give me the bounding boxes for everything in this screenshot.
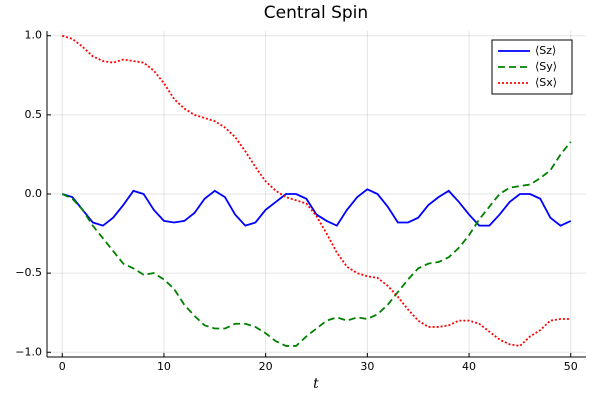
legend-label: ⟨Sz⟩	[535, 44, 556, 57]
y-tick-label: 1.0	[25, 29, 43, 42]
y-tick-label: −1.0	[15, 345, 42, 358]
x-axis-label: t	[313, 376, 319, 392]
x-tick-label: 30	[360, 360, 374, 373]
y-tick-label: 0.0	[25, 187, 43, 200]
x-tick-label: 0	[59, 360, 66, 373]
y-tick-label: 0.5	[25, 108, 43, 121]
chart-title: Central Spin	[264, 3, 368, 23]
series-line	[61, 188, 572, 227]
legend-label: ⟨Sy⟩	[535, 60, 557, 73]
x-tick-label: 40	[462, 360, 476, 373]
series-line	[61, 34, 571, 347]
series-line	[61, 141, 572, 347]
y-tick-label: −0.5	[15, 266, 42, 279]
x-tick-label: 50	[564, 360, 578, 373]
legend-box	[491, 39, 573, 95]
legend-label: ⟨Sx⟩	[535, 76, 557, 89]
x-tick-label: 10	[157, 360, 171, 373]
x-tick-label: 20	[259, 360, 273, 373]
